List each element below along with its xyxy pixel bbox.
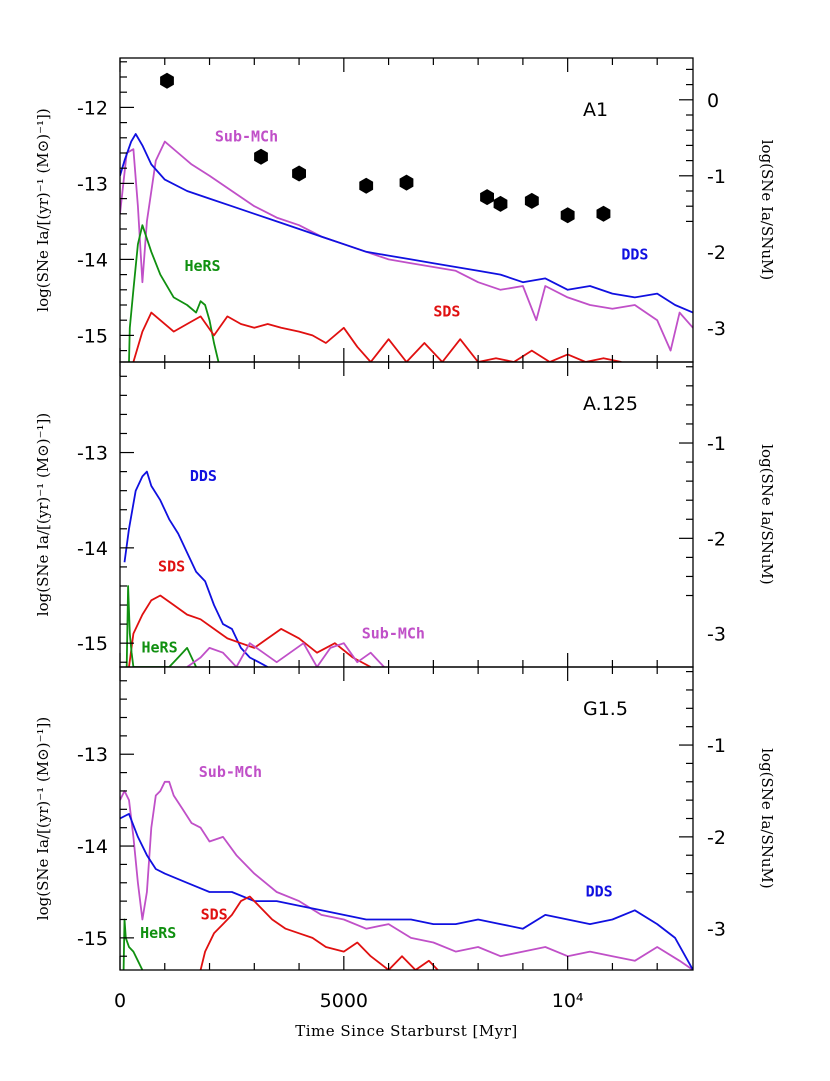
series-line-hers (128, 224, 220, 362)
y-axis-label-left: log(SNe Ia/[(yr)⁻¹ (M⊙)⁻¹]) (34, 108, 52, 311)
y-tick-label-left: -13 (77, 744, 108, 766)
series-label-dds: DDS (586, 883, 613, 901)
series-line-dds (123, 470, 269, 667)
y-tick-label-right: -2 (707, 242, 726, 264)
series-line-sub-mch (120, 780, 693, 970)
y-tick-label-right: -2 (707, 528, 726, 550)
y-axis-label-right: log(SNe Ia/SNuM) (758, 748, 776, 889)
x-axis-label: Time Since Starburst [Myr] (295, 1022, 518, 1040)
series-label-sub-mch: Sub-MCh (362, 624, 425, 642)
y-tick-label-left: -15 (77, 928, 108, 950)
y-tick-label-right: -1 (707, 166, 726, 188)
panel-g15: Sub-MCh DDS SDS HeRS -15 -14 -13 -1 -2 -3 G1.5 log(… (34, 666, 776, 971)
series-line-dds (120, 133, 693, 314)
panel-label: A1 (583, 99, 608, 121)
panel-label: G1.5 (583, 698, 628, 720)
series-line-sds (199, 895, 439, 970)
y-tick-label-left: -14 (77, 249, 108, 271)
y-tick-label-left: -15 (77, 633, 108, 655)
series-label-sub-mch: Sub-MCh (215, 128, 278, 146)
data-point-hexagon (292, 165, 306, 182)
y-axis-label-left: log(SNe Ia/[(yr)⁻¹ (M⊙)⁻¹]) (34, 413, 52, 616)
y-tick-label-left: -13 (77, 443, 108, 465)
series-label-hers: HeRS (140, 924, 176, 942)
series-label-sub-mch: Sub-MCh (199, 763, 262, 781)
y-tick-label-left: -14 (77, 538, 108, 560)
y-tick-label-right: -3 (707, 624, 726, 646)
series-label-dds: DDS (190, 467, 217, 485)
series-line-sub-mch (120, 140, 693, 352)
y-tick-label-right: 0 (707, 90, 719, 112)
y-tick-label-left: -14 (77, 836, 108, 858)
series-label-hers: HeRS (141, 639, 177, 657)
y-tick-label-right: -3 (707, 919, 726, 941)
panel-a125: DDS SDS HeRS Sub-MCh -15 -14 -13 -1 -2 -3 A.125 log… (34, 361, 776, 668)
data-point-hexagon (160, 72, 174, 89)
data-point-hexagon (254, 148, 268, 165)
x-tick-label: 0 (114, 990, 126, 1012)
series-line-hers (125, 585, 197, 667)
y-tick-label-right: -2 (707, 827, 726, 849)
data-point-hexagon (399, 174, 414, 191)
y-axis-label-right: log(SNe Ia/SNuM) (758, 444, 776, 585)
data-point-hexagon (480, 189, 494, 206)
data-point-hexagon (493, 195, 508, 212)
y-tick-label-left: -15 (77, 325, 108, 347)
panel-label: A.125 (583, 393, 638, 415)
data-point-hexagon (596, 205, 611, 222)
y-tick-label-right: -3 (707, 318, 726, 340)
panel-a1: Sub-MCh DDS HeRS SDS -15 -14 -13 -12 0 -1 -2 -3 A1 lo… (34, 57, 776, 363)
series-label-sds: SDS (201, 906, 228, 924)
data-point-hexagon (524, 192, 539, 209)
y-tick-label-right: -1 (707, 433, 726, 455)
y-tick-label-left: -13 (77, 173, 108, 195)
data-point-hexagon (560, 207, 575, 224)
x-tick-label: 5000 (320, 990, 368, 1012)
series-line-sds (128, 594, 372, 667)
series-lines (120, 780, 693, 970)
series-line-dds (120, 813, 693, 970)
series-lines (120, 133, 693, 362)
series-label-dds: DDS (621, 245, 648, 263)
y-tick-label-left: -12 (77, 97, 108, 119)
x-tick-label: 10⁴ (552, 990, 584, 1012)
series-lines (123, 470, 385, 667)
series-label-hers: HeRS (184, 257, 220, 275)
y-axis-label-right: log(SNe Ia/SNuM) (758, 140, 776, 281)
series-label-sds: SDS (433, 302, 460, 320)
data-point-hexagon (359, 177, 374, 194)
y-tick-label-right: -1 (707, 735, 726, 757)
series-line-sds (132, 311, 622, 362)
series-line-sub-mch (186, 642, 385, 667)
series-label-sds: SDS (158, 558, 185, 576)
y-axis-label-left: log(SNe Ia/[(yr)⁻¹ (M⊙)⁻¹]) (34, 717, 52, 920)
